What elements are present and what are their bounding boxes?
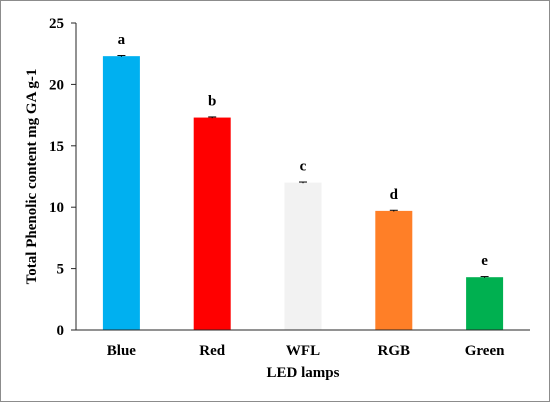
x-axis-labels: Blue Red WFL RGB Green — [107, 343, 505, 359]
bar-rgb — [375, 210, 413, 330]
y-tick-label: 25 — [49, 16, 64, 32]
x-axis-title: LED lamps — [267, 365, 340, 381]
x-tick-label-wfl: WFL — [286, 343, 320, 359]
significance-label-rgb: d — [390, 187, 399, 203]
y-axis-title: Total Phenolic content mg GA g-1 — [24, 69, 40, 285]
y-axis-ticks: 0 5 10 15 20 25 — [49, 16, 76, 339]
bar-blue — [102, 56, 140, 330]
y-tick-label: 5 — [57, 262, 65, 278]
x-tick-label-rgb: RGB — [378, 343, 411, 359]
significance-label-wfl: c — [300, 159, 307, 175]
bar-red — [193, 117, 231, 330]
bar-wfl — [284, 182, 322, 330]
significance-label-green: e — [481, 253, 488, 269]
significance-label-red: b — [208, 94, 216, 110]
y-tick-label: 10 — [49, 200, 64, 216]
y-tick-label: 20 — [49, 77, 64, 93]
bars-group: a b c d e — [102, 32, 504, 330]
x-tick-label-blue: Blue — [107, 343, 137, 359]
y-tick-label: 0 — [57, 323, 65, 339]
significance-label-blue: a — [118, 32, 126, 48]
bar-green — [466, 277, 504, 330]
x-tick-label-red: Red — [199, 343, 225, 359]
x-tick-label-green: Green — [465, 343, 505, 359]
y-tick-label: 15 — [49, 139, 64, 155]
